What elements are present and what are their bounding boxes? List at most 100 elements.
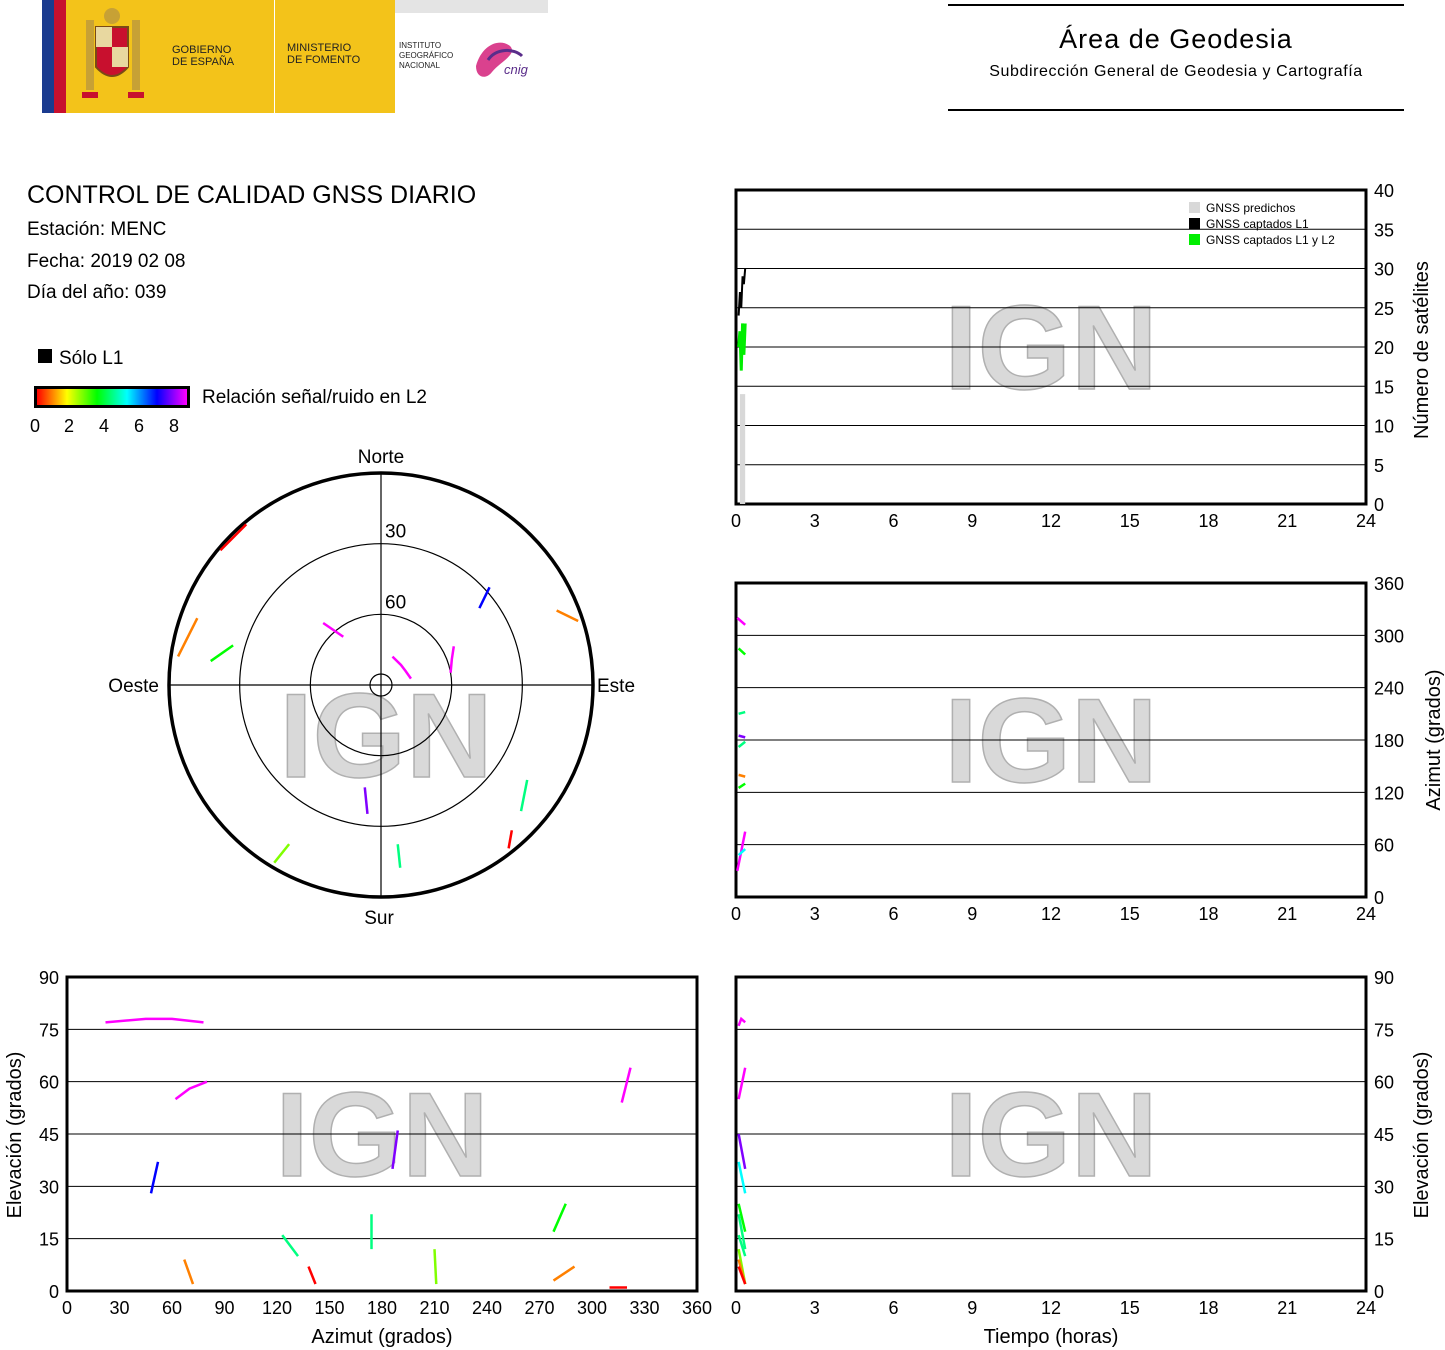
bottom-rule [948, 109, 1404, 111]
x-tick-label: 150 [314, 1298, 344, 1318]
skyplot-track [322, 621, 344, 638]
x-tick-label: 90 [214, 1298, 234, 1318]
x-tick-label: 6 [888, 904, 898, 924]
snr-tick-2: 2 [64, 416, 75, 436]
x-tick-label: 12 [1041, 1298, 1061, 1318]
track-mark [737, 1266, 747, 1285]
x-tick-label: 18 [1198, 904, 1218, 924]
snr-tick-8: 8 [169, 416, 180, 436]
x-tick-label: 3 [810, 511, 820, 531]
y-tick-label: 15 [1374, 1230, 1394, 1250]
y-tick-label: 15 [39, 1230, 59, 1250]
x-tick-label: 270 [524, 1298, 554, 1318]
area-subtitle: Subdirección General de Geodesia y Carto… [989, 63, 1363, 80]
y-tick-label: 10 [1374, 417, 1394, 437]
x-tick-label: 180 [367, 1298, 397, 1318]
y-tick-label: 240 [1374, 679, 1404, 699]
government-logo: GOBIERNO DE ESPAÑA MINISTERIO DE FOMENTO I… [42, 0, 548, 113]
track-mark [433, 1249, 438, 1285]
track-mark [737, 848, 747, 857]
top-rule [948, 4, 1404, 6]
track-mark [738, 734, 746, 739]
legend-label: GNSS captados L1 y L2 [1206, 233, 1335, 247]
x-tick-label: 240 [472, 1298, 502, 1318]
x-tick-label: 6 [888, 511, 898, 531]
series-predicted-bar [739, 394, 746, 504]
track-mark [737, 1203, 747, 1232]
ign-institute-text: INSTITUTO GEOGRÁFICO NACIONAL [399, 41, 454, 70]
x-tick-label: 210 [419, 1298, 449, 1318]
y-tick-label: 120 [1374, 783, 1404, 803]
track-mark [183, 1259, 195, 1285]
snr-tick-4: 4 [99, 416, 110, 436]
skyplot-track [176, 617, 199, 658]
legend-swatch [1189, 218, 1200, 229]
coat-of-arms-icon [82, 8, 144, 98]
y-tick-label: 180 [1374, 731, 1404, 751]
logo-top-bar [395, 0, 548, 13]
y-tick-label: 75 [39, 1020, 59, 1040]
y-axis-label: Elevación (grados) [4, 1052, 26, 1219]
skyplot-track [519, 779, 529, 812]
area-geodesia-header: Área de Geodesia Subdirección General de… [948, 0, 1404, 113]
track-mark [737, 1016, 747, 1027]
track-mark [105, 1017, 204, 1024]
series-l1-line [737, 268, 747, 316]
ministerio-text: MINISTERIO DE FOMENTO [287, 42, 361, 66]
track-mark [307, 1266, 317, 1285]
legend-label: GNSS captados L1 [1206, 217, 1309, 231]
skyplot-track [507, 830, 514, 849]
y-tick-label: 45 [39, 1125, 59, 1145]
doy-label: Día del año: 039 [27, 282, 167, 303]
snr-label: Relación señal/ruido en L2 [202, 387, 427, 408]
y-tick-label: 60 [1374, 1073, 1394, 1093]
y-tick-label: 0 [49, 1282, 59, 1302]
track-mark [737, 1067, 747, 1100]
track-mark [737, 782, 746, 790]
track-mark [174, 1080, 208, 1101]
y-tick-label: 35 [1374, 220, 1394, 240]
x-tick-label: 15 [1120, 511, 1140, 531]
x-tick-label: 9 [967, 511, 977, 531]
y-tick-label: 30 [1374, 260, 1394, 280]
series-l1l2-line [737, 323, 747, 371]
y-tick-label: 60 [1374, 836, 1394, 856]
x-tick-label: 30 [109, 1298, 129, 1318]
x-tick-label: 18 [1198, 1298, 1218, 1318]
x-tick-label: 3 [810, 1298, 820, 1318]
y-tick-label: 75 [1374, 1020, 1394, 1040]
plot-frame [734, 188, 1368, 506]
gobierno-text: GOBIERNO DE ESPAÑA [172, 44, 235, 68]
track-mark [737, 740, 746, 748]
date-label: Fecha: 2019 02 08 [27, 251, 186, 272]
station-label: Estación: MENC [27, 219, 167, 240]
south-label: Sur [364, 908, 394, 929]
x-tick-label: 9 [967, 904, 977, 924]
x-tick-label: 24 [1356, 904, 1376, 924]
skyplot-track [556, 609, 579, 623]
plot-frame [734, 581, 1368, 899]
x-tick-label: 12 [1041, 904, 1061, 924]
y-tick-label: 30 [39, 1177, 59, 1197]
y-axis-label: Número de satélites [1411, 261, 1433, 439]
x-tick-label: 24 [1356, 1298, 1376, 1318]
x-tick-label: 330 [629, 1298, 659, 1318]
x-tick-label: 21 [1277, 904, 1297, 924]
x-tick-label: 21 [1277, 511, 1297, 531]
snr-tick-0: 0 [30, 416, 41, 436]
y-axis-label: Elevación (grados) [1411, 1052, 1433, 1219]
ministerio-box: MINISTERIO DE FOMENTO [275, 0, 395, 113]
x-tick-label: 21 [1277, 1298, 1297, 1318]
track-mark [737, 1161, 747, 1194]
area-title: Área de Geodesia [1059, 24, 1293, 54]
skyplot-track [273, 843, 291, 864]
east-label: Este [597, 676, 635, 697]
x-tick-label: 0 [731, 1298, 741, 1318]
x-tick-label: 6 [888, 1298, 898, 1318]
skyplot-track [210, 644, 234, 663]
ring-label-60: 60 [385, 592, 406, 613]
x-tick-label: 0 [731, 904, 741, 924]
y-tick-label: 45 [1374, 1125, 1394, 1145]
track-mark [281, 1234, 299, 1257]
plot-frame [734, 975, 1368, 1293]
